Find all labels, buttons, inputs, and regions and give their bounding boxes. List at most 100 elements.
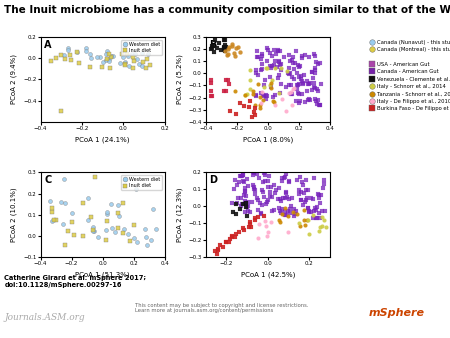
Point — [271, 92, 279, 97]
Point — [292, 48, 300, 53]
Point — [123, 52, 130, 57]
Point — [104, 209, 111, 215]
Y-axis label: PCoA 2 (12.3%): PCoA 2 (12.3%) — [176, 187, 183, 242]
Point — [289, 57, 296, 63]
Point — [121, 59, 128, 65]
Point — [233, 211, 240, 217]
Point — [256, 105, 263, 110]
Point — [214, 248, 221, 253]
Point — [290, 213, 297, 219]
Point — [300, 72, 307, 77]
Point — [298, 179, 305, 185]
Point — [261, 173, 269, 178]
Point — [308, 69, 315, 75]
Point — [146, 62, 153, 68]
Point — [278, 199, 285, 204]
Point — [305, 206, 312, 211]
Point — [87, 51, 94, 56]
Point — [134, 56, 141, 61]
Point — [82, 48, 90, 54]
Point — [256, 175, 263, 180]
Point — [277, 62, 284, 67]
Point — [242, 198, 249, 204]
Point — [220, 46, 228, 51]
Point — [316, 215, 324, 220]
Point — [238, 173, 246, 179]
Point — [209, 43, 216, 48]
Point — [88, 55, 95, 60]
Point — [267, 65, 274, 70]
Point — [246, 86, 253, 92]
Point — [215, 41, 222, 46]
Point — [220, 88, 228, 94]
Point — [241, 92, 248, 97]
Point — [105, 56, 112, 62]
Point — [312, 216, 319, 221]
Point — [313, 98, 320, 103]
Point — [247, 224, 254, 230]
Point — [103, 227, 110, 233]
Point — [239, 201, 246, 207]
Text: Journals.ASM.org: Journals.ASM.org — [4, 313, 85, 322]
Point — [147, 237, 154, 243]
Point — [208, 43, 216, 48]
Legend: Canada (Nunavut) - this study, Canada (Montreal) - this study, , USA - American : Canada (Nunavut) - this study, Canada (M… — [369, 40, 450, 111]
Point — [220, 45, 227, 50]
Point — [316, 228, 323, 234]
Point — [286, 71, 293, 76]
Point — [289, 91, 296, 96]
Point — [255, 221, 262, 227]
Point — [263, 223, 270, 229]
Point — [259, 93, 266, 98]
Point — [254, 81, 261, 87]
Point — [82, 46, 90, 51]
Point — [220, 244, 227, 249]
Point — [239, 172, 246, 177]
Point — [264, 94, 271, 99]
Point — [149, 207, 157, 212]
Point — [139, 60, 146, 65]
Point — [320, 178, 328, 183]
Point — [61, 200, 68, 205]
Point — [274, 65, 281, 70]
Point — [241, 209, 248, 215]
Point — [240, 192, 248, 198]
Point — [270, 99, 278, 105]
Point — [273, 52, 280, 57]
Point — [267, 184, 274, 190]
Point — [233, 201, 240, 206]
Point — [252, 94, 260, 99]
Point — [302, 177, 310, 183]
Point — [299, 202, 306, 208]
Y-axis label: PCoA 2 (5.2%): PCoA 2 (5.2%) — [176, 54, 183, 104]
Point — [252, 71, 259, 76]
Point — [260, 189, 267, 195]
Point — [295, 188, 302, 193]
Point — [275, 90, 283, 96]
Point — [297, 197, 305, 203]
Point — [302, 99, 309, 105]
Point — [97, 54, 104, 59]
Point — [238, 201, 245, 207]
Point — [286, 179, 293, 185]
Point — [278, 210, 285, 216]
Point — [257, 56, 265, 62]
Point — [265, 230, 272, 235]
Point — [320, 217, 328, 222]
Point — [298, 74, 305, 79]
Point — [213, 45, 220, 51]
Point — [103, 219, 110, 224]
Point — [258, 67, 265, 73]
Point — [301, 222, 308, 228]
Point — [68, 219, 75, 225]
Point — [62, 56, 69, 62]
Point — [251, 185, 258, 190]
Point — [252, 112, 259, 118]
Point — [226, 236, 234, 241]
Point — [310, 176, 317, 181]
Point — [48, 58, 55, 64]
Point — [299, 80, 306, 86]
Point — [319, 215, 326, 220]
Text: C: C — [44, 175, 51, 185]
Point — [295, 62, 302, 68]
